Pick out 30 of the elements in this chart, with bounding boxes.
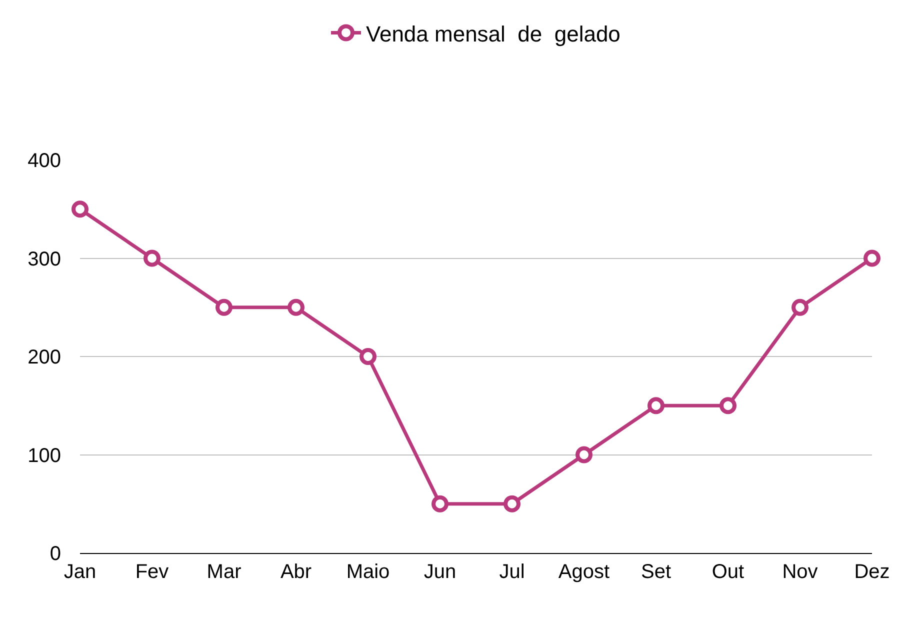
point bbox=[792, 298, 808, 316]
x-tick-label: Dez bbox=[854, 561, 890, 583]
y-tick-label: 400 bbox=[28, 150, 61, 172]
x-tick-label: Agost bbox=[558, 561, 610, 583]
x-tick-label: Jan bbox=[64, 561, 96, 583]
x-tick-label: Jun bbox=[424, 561, 456, 583]
x-tick-label: Abr bbox=[280, 561, 312, 583]
point bbox=[864, 250, 880, 267]
x-tick-label: Nov bbox=[782, 561, 818, 583]
y-tick-label: 300 bbox=[28, 248, 61, 270]
point bbox=[144, 250, 160, 267]
point bbox=[216, 298, 232, 316]
point bbox=[648, 397, 664, 414]
y-tick-label: 0 bbox=[50, 543, 61, 565]
point bbox=[288, 298, 304, 316]
point bbox=[432, 495, 448, 512]
y-tick-label: 200 bbox=[28, 346, 61, 368]
point bbox=[576, 446, 592, 464]
x-tick-label: Maio bbox=[346, 561, 390, 583]
point bbox=[504, 495, 520, 512]
point bbox=[360, 348, 376, 365]
y-tick-label: 100 bbox=[28, 444, 61, 467]
x-tick-label: Jul bbox=[499, 561, 525, 583]
x-tick-label: Mar bbox=[206, 561, 242, 583]
point bbox=[720, 397, 736, 414]
point bbox=[72, 200, 88, 218]
x-tick-label: Set bbox=[640, 561, 672, 583]
x-tick-label: Fev bbox=[135, 561, 169, 583]
x-tick-label: Out bbox=[712, 561, 745, 583]
legend-label: Venda mensal de gelado bbox=[366, 21, 620, 46]
